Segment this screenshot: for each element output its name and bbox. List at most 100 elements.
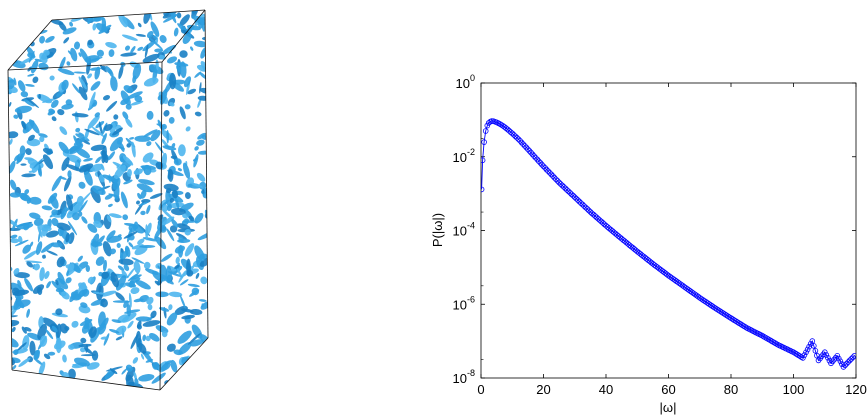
data-point	[559, 182, 566, 189]
vortex-blob	[182, 220, 198, 223]
vortex-blob	[8, 102, 12, 107]
vortex-blob	[152, 362, 160, 370]
vortex-blob	[29, 340, 36, 356]
vortex-blob	[140, 165, 156, 170]
vortex-blob	[38, 94, 42, 99]
data-point	[835, 355, 842, 362]
vortex-blob	[115, 275, 127, 291]
vortex-blob	[77, 255, 83, 262]
data-point	[829, 358, 836, 365]
vortex-blob	[28, 134, 35, 141]
vortex-blob	[99, 290, 117, 297]
vortex-blob	[182, 162, 191, 179]
vortex-blob	[160, 199, 170, 209]
vortex-blob	[39, 335, 48, 347]
vortex-blob	[160, 362, 171, 371]
vortex-blob	[182, 213, 188, 219]
vortex-blob	[157, 265, 161, 270]
vortex-blob	[57, 109, 65, 116]
data-point	[515, 136, 522, 143]
data-point	[568, 191, 575, 198]
vortex-blob	[106, 230, 116, 241]
data-point	[537, 160, 544, 166]
vortex-blob	[75, 127, 81, 133]
vortex-blob	[78, 52, 82, 57]
vortex-blob	[175, 197, 180, 210]
data-point	[809, 338, 816, 344]
vortex-blob	[9, 138, 13, 145]
vortex-blob	[87, 73, 93, 79]
vortex-blob	[63, 175, 72, 192]
data-point	[821, 349, 828, 356]
vortex-blob	[103, 333, 110, 346]
vortex-blob	[8, 296, 13, 303]
vortex-blob	[164, 360, 172, 365]
vortex-blob	[87, 39, 93, 46]
vortex-blob	[119, 142, 125, 152]
vortex-blob	[100, 298, 108, 308]
vortex-blob	[101, 150, 109, 164]
vortex-blob	[87, 223, 98, 233]
vortex-blob	[150, 21, 160, 37]
vortex-blob	[61, 79, 69, 91]
data-point	[598, 218, 605, 225]
vortex-blob	[116, 164, 120, 169]
vortex-blob	[169, 197, 175, 203]
vortex-blob	[118, 64, 124, 80]
vortex-blob	[10, 234, 18, 239]
vortex-blob	[186, 24, 201, 31]
vortex-blob	[197, 150, 208, 155]
vortex-blob	[120, 52, 137, 57]
vortex-blob	[176, 12, 182, 19]
vortex-blob	[125, 364, 133, 372]
vortex-blob	[150, 130, 161, 142]
vortex-blob	[131, 141, 136, 158]
vortex-blob	[68, 263, 75, 272]
vortex-blob	[143, 261, 151, 269]
vortex-blob	[106, 235, 122, 243]
vortex-blob	[122, 111, 129, 120]
vortex-blob	[16, 222, 34, 230]
vortex-blob	[174, 305, 188, 315]
vortex-blob	[140, 189, 147, 199]
vortex-blob	[181, 314, 195, 320]
vortex-blob	[62, 27, 77, 35]
vortex-blob	[110, 271, 119, 288]
vortex-blob	[14, 239, 29, 247]
vortex-blob	[135, 279, 151, 290]
data-point	[526, 148, 533, 154]
data-point	[517, 138, 523, 144]
cube-wireframe	[7, 9, 209, 391]
vortex-blob	[37, 30, 48, 35]
vortex-blob	[169, 102, 175, 107]
vortex-blob	[25, 260, 43, 264]
vortex-blob	[8, 320, 20, 327]
data-point	[742, 323, 748, 330]
vortex-blob	[98, 311, 106, 328]
vortex-blob	[31, 164, 39, 173]
vortex-blob	[162, 216, 175, 226]
vortex-blob	[126, 143, 131, 148]
vortex-blob	[191, 324, 203, 339]
vortex-blob	[117, 265, 125, 271]
vortex-blob	[166, 187, 172, 194]
vortex-blob	[13, 268, 20, 275]
vortex-blob	[129, 137, 135, 140]
vortex-blob	[68, 368, 76, 380]
vortex-blob	[197, 132, 207, 140]
data-point	[548, 171, 555, 178]
vortex-blob	[66, 204, 80, 219]
vortex-blob	[119, 250, 129, 260]
plot-axes-box	[480, 82, 857, 379]
vortex-blob	[56, 91, 64, 98]
vortex-blob	[121, 270, 128, 279]
vortex-blob	[168, 304, 173, 311]
data-point	[510, 132, 517, 138]
vortex-blob	[98, 24, 112, 34]
vortex-blob	[143, 77, 159, 87]
vortex-blob	[136, 200, 140, 205]
vortex-blob	[199, 81, 202, 94]
vortex-blob	[36, 93, 53, 104]
vortex-blob	[185, 126, 191, 132]
vortex-blob	[151, 372, 166, 384]
